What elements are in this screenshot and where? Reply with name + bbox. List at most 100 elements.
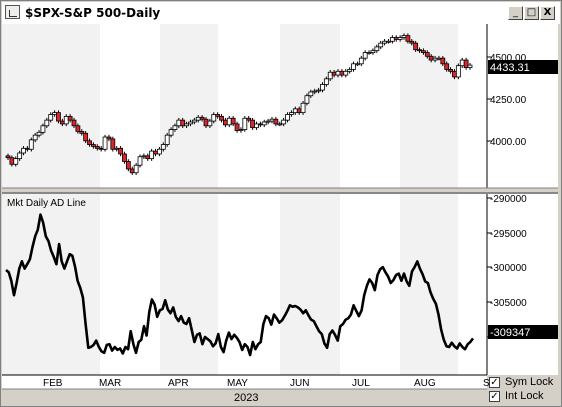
- candle-body: [467, 64, 473, 68]
- candle-body: [164, 134, 170, 145]
- candle-body: [296, 108, 302, 114]
- candle-body: [36, 131, 42, 136]
- candle-body: [153, 150, 158, 155]
- candle-body: [56, 112, 61, 122]
- close-button[interactable]: X: [540, 6, 555, 20]
- candle-body: [358, 57, 364, 65]
- candle-body: [98, 147, 104, 150]
- candle-body: [347, 69, 353, 72]
- candle-body: [199, 116, 205, 120]
- indicator-last-value: -309347: [490, 327, 530, 339]
- candle-body: [242, 117, 248, 130]
- candle-body: [459, 59, 465, 67]
- candle-body: [254, 123, 259, 129]
- indicator-axis-label: -295000: [490, 229, 527, 240]
- candle-body: [114, 147, 120, 150]
- candle-body: [432, 57, 438, 61]
- candle-body: [106, 136, 112, 140]
- ind-shade-feb: [2, 194, 100, 375]
- indicator-last-value-box: [488, 325, 558, 339]
- ind-shade-apr: [160, 194, 218, 375]
- int-lock-checkbox[interactable]: ✓: [489, 391, 500, 402]
- candle-body: [91, 144, 96, 147]
- price-shade-jun: [280, 24, 340, 188]
- candle-body: [168, 129, 174, 136]
- candle-body: [63, 115, 69, 125]
- candle-body: [366, 52, 372, 54]
- candle-body: [351, 63, 356, 70]
- candle-body: [67, 115, 73, 121]
- candle-body: [269, 118, 275, 122]
- candle-body: [382, 40, 387, 44]
- candle-body: [428, 55, 434, 61]
- chart-app-icon: [5, 5, 20, 19]
- price-axis-label: 4500.00: [490, 53, 527, 64]
- month-label: AUG: [414, 378, 436, 389]
- candle-body: [386, 40, 391, 43]
- time-axis-labels: FEB MAR APR MAY JUN JUL AUG S: [43, 378, 490, 389]
- candle-body: [75, 125, 81, 132]
- candle-body: [413, 42, 419, 51]
- candle-body: [421, 50, 426, 53]
- indicator-title: Mkt Daily AD Line: [7, 198, 86, 209]
- candle-body: [378, 42, 384, 48]
- panel-separator[interactable]: [2, 188, 558, 193]
- candle-body: [122, 153, 127, 162]
- candle-body: [28, 139, 34, 150]
- candle-body: [261, 121, 267, 126]
- candle-body: [48, 114, 54, 121]
- candle-body: [343, 70, 349, 76]
- candle-body: [339, 70, 345, 76]
- candle-body: [265, 120, 271, 123]
- candle-body: [25, 147, 30, 150]
- candle-body: [17, 152, 23, 160]
- maximize-button[interactable]: □: [524, 6, 539, 20]
- candle-body: [195, 116, 201, 121]
- candle-body: [308, 91, 314, 97]
- minimize-button[interactable]: _: [508, 6, 523, 20]
- candle-body: [463, 59, 469, 68]
- candle-body: [137, 156, 143, 166]
- candle-body: [273, 118, 279, 125]
- candle-body: [83, 132, 89, 142]
- candle-body: [21, 147, 26, 154]
- price-shade-aug: [400, 24, 458, 188]
- candle-body: [118, 147, 123, 155]
- candle-body: [230, 117, 236, 125]
- candle-body: [71, 119, 77, 127]
- month-label: FEB: [43, 378, 63, 389]
- candle-body: [102, 136, 108, 150]
- candle-body: [277, 123, 283, 126]
- sym-lock-checkbox[interactable]: ✓: [489, 377, 500, 388]
- candle-body: [211, 114, 217, 122]
- candle-body: [292, 108, 298, 114]
- indicator-axis-label: -300000: [490, 263, 527, 274]
- candle-body: [257, 123, 263, 126]
- year-label: 2023: [234, 392, 258, 404]
- candle-body: [405, 35, 411, 42]
- candle-body: [94, 146, 100, 149]
- price-axis-bg: [487, 24, 558, 188]
- candle-body: [13, 158, 19, 165]
- candle-body: [401, 35, 407, 38]
- candle-body: [389, 37, 395, 42]
- indicator-axis: -290000 -295000 -300000 -305000: [487, 194, 527, 338]
- title-bar[interactable]: $SPX-S&P 500-Daily _ □ X: [2, 2, 560, 24]
- month-label: APR: [168, 378, 189, 389]
- candle-body: [40, 125, 46, 133]
- candle-body: [440, 57, 446, 65]
- price-last-value: 4433.31: [490, 62, 530, 74]
- candle-body: [87, 140, 92, 145]
- candle-body: [79, 131, 85, 134]
- window-title: $SPX-S&P 500-Daily: [25, 6, 161, 20]
- candle-body: [191, 119, 197, 123]
- int-lock-label: Int Lock: [505, 390, 544, 402]
- candle-body: [436, 57, 442, 60]
- month-label: JUN: [290, 378, 309, 389]
- indicator-axis-label: -290000: [490, 194, 527, 205]
- price-axis: 4500.00 4250.00 4000.00: [487, 53, 527, 148]
- candle-body: [32, 134, 38, 141]
- year-bar: [2, 389, 487, 404]
- indicator-axis-bg: [487, 194, 558, 375]
